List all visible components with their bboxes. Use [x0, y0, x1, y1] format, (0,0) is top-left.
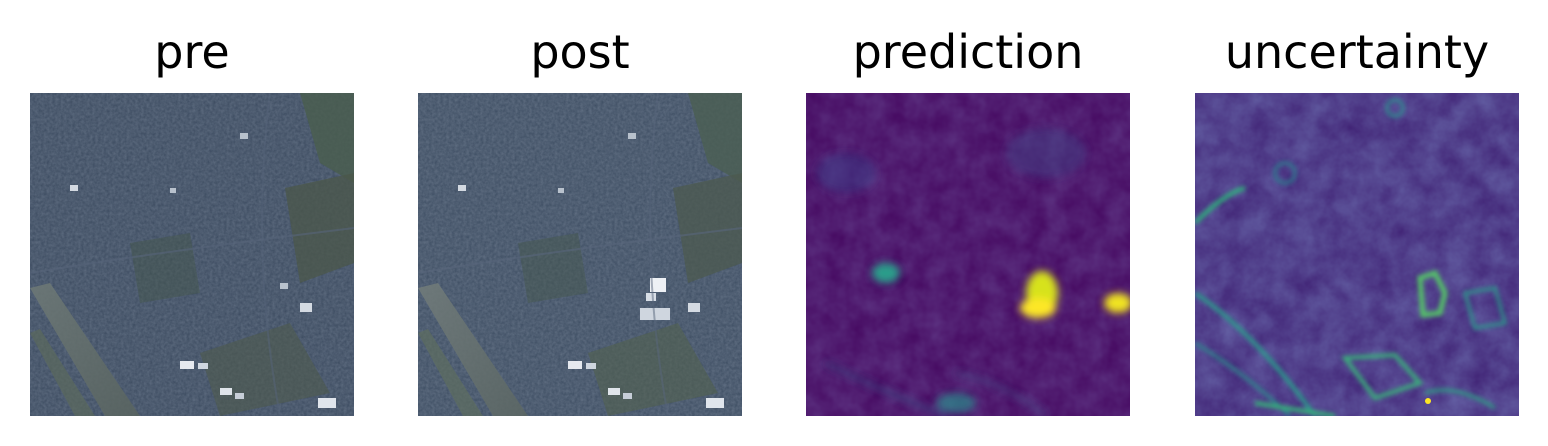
uncertainty-heatmap	[1195, 93, 1519, 416]
post-satellite-image	[418, 93, 742, 416]
panel-prediction: prediction	[806, 0, 1130, 446]
prediction-heatmap	[806, 93, 1130, 416]
panel-title: prediction	[852, 25, 1084, 79]
panel-uncertainty: uncertainty	[1195, 0, 1519, 446]
panel-pre: pre	[30, 0, 354, 446]
panel-title: uncertainty	[1224, 25, 1490, 79]
pre-satellite-image	[30, 93, 354, 416]
panel-post: post	[418, 0, 742, 446]
panel-title: pre	[154, 25, 230, 79]
panel-title: post	[530, 25, 630, 79]
